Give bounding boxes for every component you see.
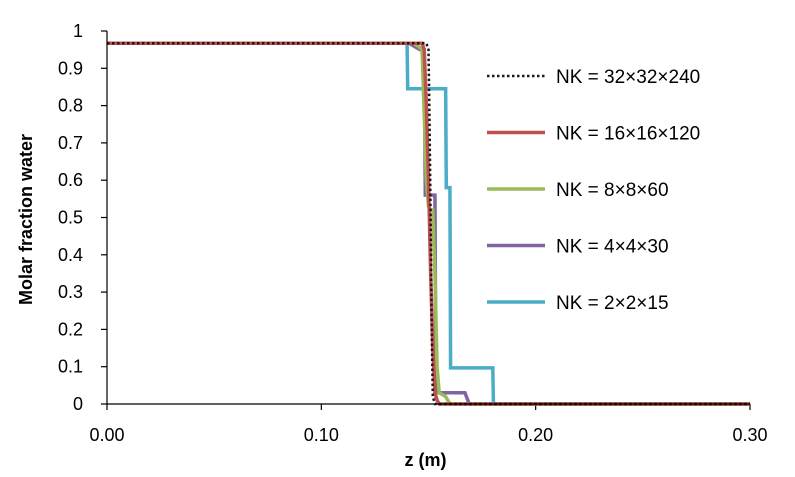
x-tick-label: 0.30 xyxy=(732,425,767,445)
series-line xyxy=(107,41,750,406)
series-lines xyxy=(107,41,750,406)
x-tick-label: 0.20 xyxy=(518,425,553,445)
legend-label: NK = 8×8×60 xyxy=(556,180,669,201)
y-tick-label: 0.9 xyxy=(58,58,83,78)
series-line xyxy=(107,41,750,406)
legend-label: NK = 32×32×240 xyxy=(556,67,700,88)
y-tick-label: 0.1 xyxy=(58,357,83,377)
y-tick-label: 1 xyxy=(73,21,83,41)
series-line xyxy=(107,41,750,406)
y-tick-label: 0.6 xyxy=(58,170,83,190)
x-axis-label: z (m) xyxy=(405,450,447,470)
legend: NK = 32×32×240 NK = 16×16×120 NK = 8×8×60 N… xyxy=(487,67,700,314)
series-line xyxy=(107,42,750,406)
x-tick-label: 0.00 xyxy=(89,425,124,445)
y-tick-label: 0.7 xyxy=(58,133,83,153)
y-tick-label: 0.5 xyxy=(58,208,83,228)
legend-label: NK = 4×4×30 xyxy=(556,237,669,258)
y-axis-label: Molar fraction water xyxy=(16,134,36,305)
y-tick-label: 0.4 xyxy=(58,245,83,265)
legend-label: NK = 2×2×15 xyxy=(556,293,669,314)
legend-label: NK = 16×16×120 xyxy=(556,124,700,145)
y-tick-label: 0.2 xyxy=(58,319,83,339)
y-tick-label: 0 xyxy=(73,394,83,414)
x-axis-ticks: 0.00 0.10 0.20 0.30 xyxy=(89,404,768,445)
x-tick-label: 0.10 xyxy=(304,425,339,445)
y-tick-label: 0.8 xyxy=(58,96,83,116)
y-tick-label: 0.3 xyxy=(58,282,83,302)
y-axis-ticks: 0 0.1 0.2 0.3 0.4 0.5 0.6 0.7 0.8 0.9 1 xyxy=(58,21,107,414)
